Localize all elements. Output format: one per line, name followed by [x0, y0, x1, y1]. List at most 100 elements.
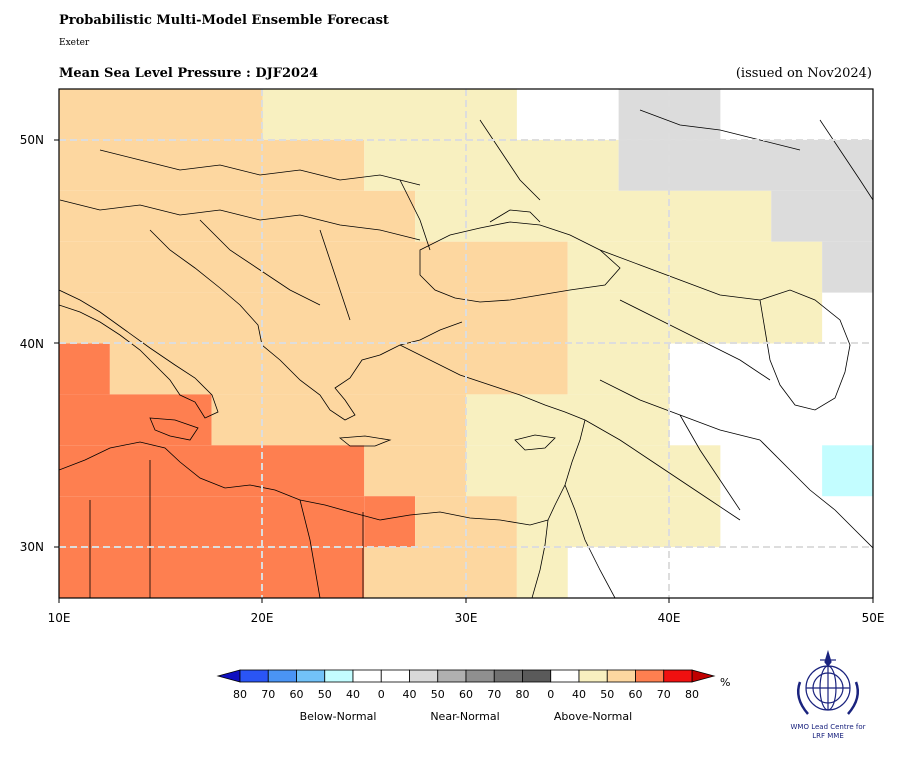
grid-cell-below-50 — [822, 445, 873, 497]
colorbar-segment — [380, 669, 410, 683]
grid-cell-above-50 — [59, 139, 365, 191]
colorbar-segment — [663, 669, 693, 683]
colorbar-tick-labels: 80 70 60 50 40 0 40 50 60 70 80 0 40 50 60 70 80 — [233, 688, 699, 701]
grid-cell-near-40 — [618, 139, 873, 191]
crete — [338, 435, 392, 447]
colorbar-right-arrow — [691, 669, 716, 683]
grid-cell-above-50 — [211, 394, 466, 446]
italy-coast — [59, 289, 219, 419]
levant-coast — [547, 419, 586, 521]
turkey-coast — [399, 344, 586, 421]
grid-cell-above-40 — [567, 343, 670, 395]
lat-tick-labels: 50N 40N 30N — [20, 133, 44, 554]
border — [319, 229, 351, 321]
grid-cell-near-40 — [771, 190, 873, 242]
colorbar-segment — [522, 669, 552, 683]
grid-cell-above-60 — [59, 394, 212, 446]
cyprus — [514, 434, 556, 451]
grid-cell-above-40 — [516, 496, 721, 548]
coastlines — [59, 109, 873, 598]
colorbar-segments — [239, 669, 693, 683]
colorbar-tick-label: 80 — [685, 688, 699, 701]
persian-gulf — [789, 469, 873, 549]
colorbar-segment — [324, 669, 354, 683]
grid-cell-above-40 — [516, 547, 568, 598]
colorbar-segment — [267, 669, 297, 683]
balkan-coast — [149, 229, 463, 421]
border — [639, 109, 801, 151]
black-sea — [419, 221, 621, 303]
colorbar-segment — [635, 669, 665, 683]
gulf-of-suez — [564, 484, 616, 598]
colorbar-tick-label: 0 — [547, 688, 554, 701]
border — [819, 119, 873, 201]
lon-tick-labels: 10E 20E 30E 40E 50E — [48, 611, 885, 625]
grid-cell-above-40 — [567, 292, 823, 344]
grid-cell-above-50 — [109, 343, 568, 395]
lon-tick-label: 40E — [658, 611, 681, 625]
grid-cell-above-40 — [466, 394, 670, 446]
lat-tick-label: 50N — [20, 133, 44, 147]
colorbar-tick-label: 40 — [346, 688, 360, 701]
colorbar-tick-label: 60 — [290, 688, 304, 701]
wmo-logo: WMO Lead Centre for LRF MME — [791, 649, 866, 740]
red-sea — [531, 519, 549, 598]
logo-line2: LRF MME — [812, 732, 844, 740]
colorbar-segment — [409, 669, 439, 683]
grid-cell-above-60 — [59, 496, 365, 548]
probability-grid — [59, 89, 873, 598]
colorbar-segment — [493, 669, 523, 683]
border — [399, 179, 431, 251]
colorbar-segment — [239, 669, 269, 683]
colorbar-segment — [437, 669, 467, 683]
sicily — [149, 417, 199, 441]
grid-cell-above-50 — [59, 89, 263, 140]
grid-cell-above-50 — [59, 241, 568, 293]
grid-cell-near-40 — [822, 241, 873, 293]
grid-cell-above-40 — [415, 190, 772, 242]
grid-cell-above-50 — [364, 547, 517, 598]
grid-cell-above-60 — [59, 343, 110, 395]
colorbar-unit: % — [720, 676, 730, 689]
colorbar-tick-label: 50 — [600, 688, 614, 701]
colorbar-tick-label: 60 — [459, 688, 473, 701]
lon-tick-label: 30E — [455, 611, 478, 625]
logo-line1: WMO Lead Centre for — [791, 723, 866, 731]
border — [619, 299, 771, 381]
grid-cell-above-60 — [59, 445, 365, 497]
colorbar-tick-label: 0 — [378, 688, 385, 701]
grid-cell-above-60 — [364, 496, 416, 548]
grid-cell-above-40 — [364, 139, 619, 191]
border — [599, 249, 761, 301]
grid-cell-above-40 — [466, 445, 721, 497]
colorbar-tick-label: 70 — [487, 688, 501, 701]
axis-ticks — [54, 139, 874, 603]
colorbar: % 80 70 60 50 40 0 40 50 60 70 80 0 40 50 60 70 80 Below… — [216, 669, 730, 723]
map-title: Probabilistic Multi-Model Ensemble Forec… — [59, 13, 389, 28]
colorbar-left-arrow — [216, 669, 241, 683]
border — [479, 119, 541, 201]
border — [679, 414, 741, 511]
colorbar-tick-label: 60 — [629, 688, 643, 701]
colorbar-segment — [296, 669, 326, 683]
grid-cell-above-50 — [59, 292, 568, 344]
border — [99, 149, 421, 186]
caspian-sea — [759, 289, 851, 411]
colorbar-tick-label: 50 — [318, 688, 332, 701]
grid-cell-above-60 — [59, 547, 365, 598]
colorbar-tick-label: 40 — [572, 688, 586, 701]
variable-title: Mean Sea Level Pressure : DJF2024 — [59, 66, 319, 81]
category-near-normal: Near-Normal — [430, 710, 499, 723]
grid-cell-above-40 — [262, 89, 517, 140]
lon-tick-label: 50E — [862, 611, 885, 625]
gridlines — [59, 89, 873, 598]
grid-cell-above-50 — [364, 445, 466, 497]
lon-tick-label: 10E — [48, 611, 71, 625]
north-africa-coast — [59, 441, 549, 526]
border — [759, 439, 791, 471]
lat-tick-label: 40N — [20, 337, 44, 351]
colorbar-segment — [550, 669, 580, 683]
colorbar-segment — [578, 669, 608, 683]
crimea — [489, 209, 541, 223]
